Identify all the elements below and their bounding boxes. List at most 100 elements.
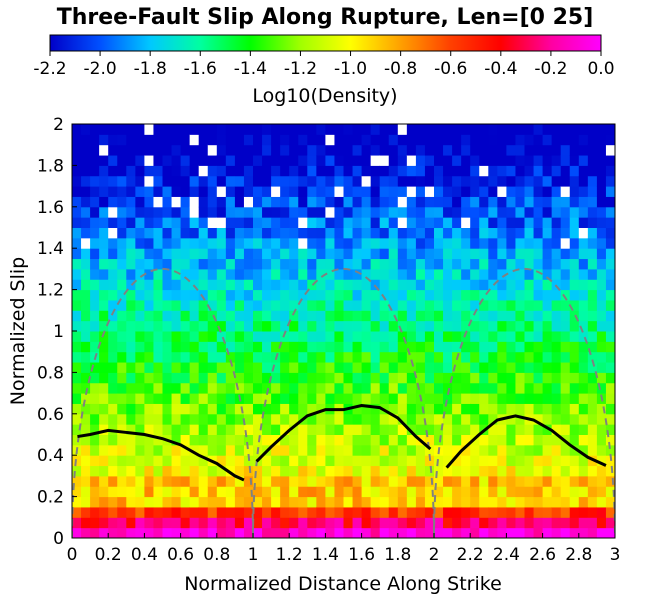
heatmap-cell [280,310,290,322]
heatmap-cell [578,268,589,280]
heatmap-cell [424,299,435,311]
heatmap-cell [452,486,462,498]
heatmap-cell [280,351,290,363]
heatmap-cell [316,237,326,249]
heatmap-cell [153,165,163,177]
heatmap-cell [596,475,607,487]
heatmap-cell [470,310,480,322]
heatmap-cell [72,206,82,218]
heatmap-cell [117,486,127,498]
heatmap-cell [415,362,426,373]
colorbar-tick-label: -2.0 [84,59,117,79]
heatmap-cell [587,279,598,291]
heatmap-cell [524,237,535,249]
heatmap-cell [361,413,372,425]
heatmap-cell [162,186,173,197]
heatmap-cell [243,175,254,187]
heatmap-cell [596,434,607,446]
heatmap-cell [289,362,299,373]
heatmap-cell [497,506,507,518]
heatmap-cell [234,186,245,197]
heatmap-cell [533,175,544,187]
heatmap-cell [271,382,281,394]
heatmap-cell [388,362,399,373]
heatmap-cell [370,196,381,208]
heatmap-cell [587,382,598,394]
heatmap-cell [461,486,471,498]
heatmap-cell [271,465,281,477]
heatmap-cell [361,434,372,446]
heatmap-cell [72,506,82,518]
heatmap-cell [352,341,363,353]
heatmap-cell [397,382,408,394]
heatmap-cell [551,496,562,508]
heatmap-cell [262,393,272,404]
heatmap-cell [533,186,544,197]
heatmap-cell [488,527,498,538]
heatmap-cell [352,434,363,446]
heatmap-cell [271,258,281,270]
heatmap-cell [207,341,218,353]
heatmap-cell [126,382,136,394]
heatmap-cell [524,310,535,322]
heatmap-cell [424,527,435,538]
heatmap-cell [452,134,462,146]
heatmap-cell [153,227,163,239]
heatmap-cell [298,310,308,322]
heatmap-cell [343,527,354,538]
heatmap-cell [253,434,263,446]
heatmap-cell [479,465,489,477]
heatmap-cell [352,186,363,197]
heatmap-cell [406,206,417,218]
heatmap-cell [189,320,200,332]
heatmap-cell [587,175,598,187]
heatmap-cell [596,465,607,477]
heatmap-cell [424,341,435,353]
heatmap-cell [243,144,254,156]
heatmap-cell [361,196,372,208]
heatmap-cell [569,144,580,156]
heatmap-cell [280,331,290,342]
heatmap-cell [108,144,118,156]
heatmap-cell [280,486,290,498]
heatmap-cell [497,465,507,477]
heatmap-cell [334,299,344,311]
heatmap-cell [225,310,236,322]
heatmap-cell [144,362,154,373]
heatmap-cell [90,186,100,197]
heatmap-cell [280,341,290,353]
heatmap-cell [605,289,615,301]
heatmap-cell [361,351,372,363]
heatmap-cell [207,331,218,342]
heatmap-cell [587,403,598,415]
heatmap-cell [126,289,136,301]
heatmap-cell [198,424,209,435]
heatmap-cell [542,434,553,446]
heatmap-cell [524,268,535,280]
heatmap-cell [180,196,191,208]
heatmap-cell [361,341,372,353]
heatmap-cell [352,299,363,311]
heatmap-cell [108,289,118,301]
heatmap-cell [234,258,245,270]
heatmap-cell [533,196,544,208]
heatmap-cell [180,217,191,228]
heatmap-cell [415,444,426,456]
heatmap-cell [434,144,444,156]
heatmap-cell [334,155,344,166]
heatmap-cell [162,289,173,301]
heatmap-cell [470,372,480,384]
heatmap-cell [533,279,544,291]
heatmap-cell [189,413,200,425]
heatmap-cell [253,382,263,394]
heatmap-cell [370,248,381,260]
heatmap-cell [542,486,553,498]
heatmap-cell [397,486,408,498]
heatmap-cell [162,155,173,166]
heatmap-cell [370,331,381,342]
heatmap-cell [443,289,453,301]
heatmap-cell [379,331,390,342]
heatmap-cell [560,175,571,187]
heatmap-cell [325,486,335,498]
heatmap-cell [243,217,254,228]
